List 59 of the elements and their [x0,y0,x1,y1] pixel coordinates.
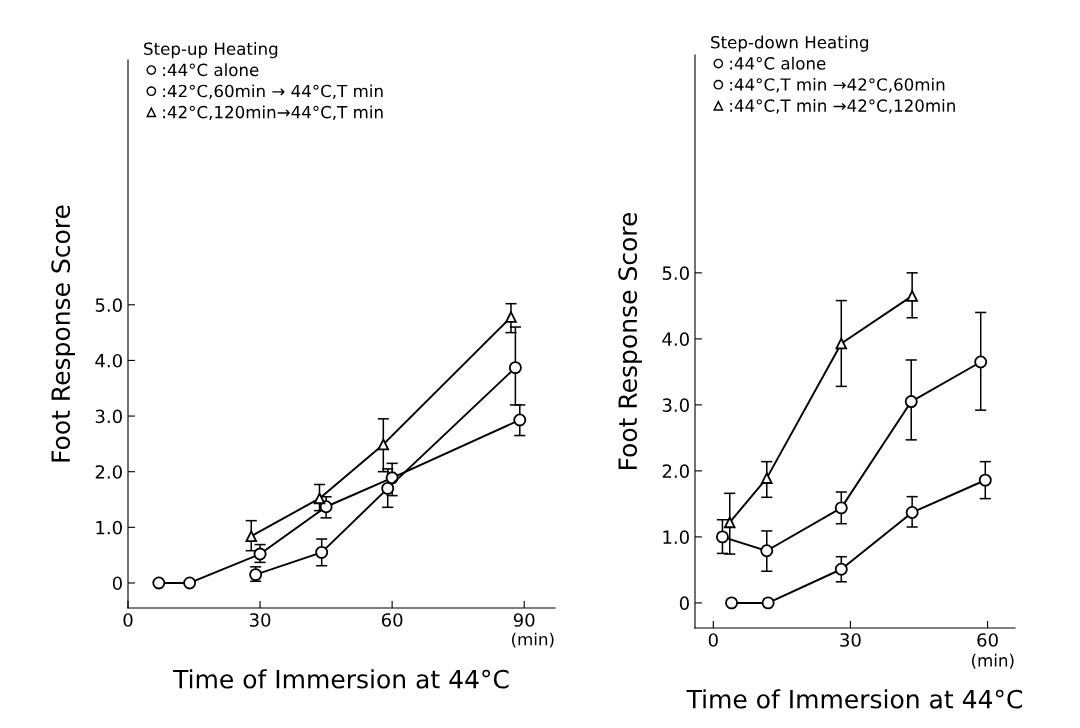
point [313,492,326,505]
legend-title: Step-up Heating [144,42,278,59]
x-axis-title: Time of Immersion at 44°C [686,689,1023,709]
legend-label: :42°C,120min→44°C,T min [163,105,383,121]
point [834,562,848,576]
point [245,530,258,542]
point [761,472,773,484]
point [761,596,775,610]
legend-label: :44°C,T min →42°C,60min [730,77,945,93]
y-tick-label: 5.0 [95,298,122,312]
x-tick-label: 90 [513,613,535,627]
point [319,500,333,514]
x-tick-label: 30 [840,633,861,647]
y-tick-label: 3.0 [95,409,122,424]
legend-label: :44°C,T min →42°C,120min [730,99,955,114]
y-tick-label: 2.0 [662,464,689,478]
point [505,311,517,323]
point [508,361,522,375]
x-tick-label: 0 [123,613,133,627]
y-tick-label: 0 [112,576,122,591]
y-tick-label: 1.0 [663,530,689,545]
point [381,481,395,495]
point [978,473,992,487]
legend-label: :44°C alone [730,56,826,70]
text: (min) [512,632,554,648]
point [152,576,166,590]
x-tick-label: 60 [977,633,998,647]
point [377,438,390,451]
y-axis-title: Foot Response Score [618,212,642,469]
legend-label: :42°C,60min → 44°C,T min [163,84,383,99]
point [253,547,267,561]
point [513,413,527,427]
legend-title: Step-down Heating [711,35,869,52]
point [974,355,988,369]
text: (min) [972,653,1014,669]
y-tick-label: 0 [679,596,689,611]
point [760,544,774,558]
point [906,290,918,302]
point [904,395,918,409]
y-tick-label: 5.0 [662,266,689,280]
legend-label: :44°C alone [163,63,259,77]
x-axis-title: Time of Immersion at 44°C [173,669,509,689]
y-axis-title: Foot Response Score [51,205,75,462]
point [723,516,736,529]
point [834,501,848,515]
point [315,545,329,559]
point [715,530,729,544]
y-tick-label: 1.0 [96,520,122,535]
point [725,596,739,610]
point [835,337,848,350]
y-tick-label: 2.0 [95,465,122,479]
point [905,506,919,519]
x-tick-label: 30 [249,613,271,627]
y-tick-label: 4.0 [95,353,122,368]
y-tick-label: 4.0 [662,332,689,346]
point [183,576,197,590]
x-tick-label: 0 [708,633,718,647]
y-tick-label: 3.0 [662,398,689,412]
x-tick-label: 60 [381,613,403,627]
